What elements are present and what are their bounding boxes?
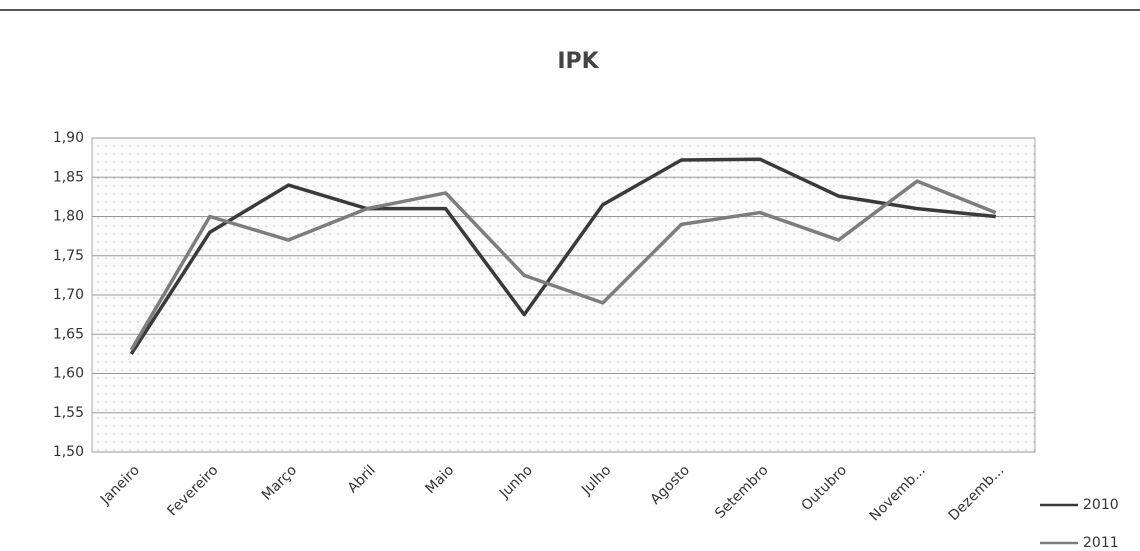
x-tick-label: Dezemb... <box>946 462 1008 524</box>
y-tick-label: 1,65 <box>53 326 84 342</box>
x-tick-label: Março <box>259 462 300 503</box>
x-tick-label: Maio <box>423 462 458 497</box>
y-tick-label: 1,85 <box>53 169 84 185</box>
y-tick-label: 1,75 <box>53 248 84 264</box>
x-tick-label: Novemb... <box>867 462 929 524</box>
x-tick-label: Janeiro <box>97 462 143 508</box>
x-tick-label: Outubro <box>798 462 850 514</box>
legend-label: 2011 <box>1083 535 1119 551</box>
x-tick-label: Junho <box>496 462 536 502</box>
series-line <box>129 157 996 355</box>
legend-label: 2010 <box>1083 497 1119 513</box>
y-tick-label: 1,90 <box>53 130 84 146</box>
y-tick-label: 1,50 <box>53 444 84 460</box>
x-tick-label: Agosto <box>648 462 694 508</box>
chart-title: IPK <box>557 49 599 74</box>
y-tick-label: 1,70 <box>53 287 84 303</box>
x-tick-label: Setembro <box>712 462 771 521</box>
y-tick-label: 1,55 <box>53 405 84 421</box>
y-tick-label: 1,80 <box>53 209 84 225</box>
y-tick-label: 1,60 <box>53 366 84 382</box>
x-tick-label: Abril <box>345 462 379 496</box>
x-tick-label: Julho <box>578 462 614 498</box>
x-tick-label: Fevereiro <box>164 462 221 519</box>
series-line <box>129 179 997 351</box>
